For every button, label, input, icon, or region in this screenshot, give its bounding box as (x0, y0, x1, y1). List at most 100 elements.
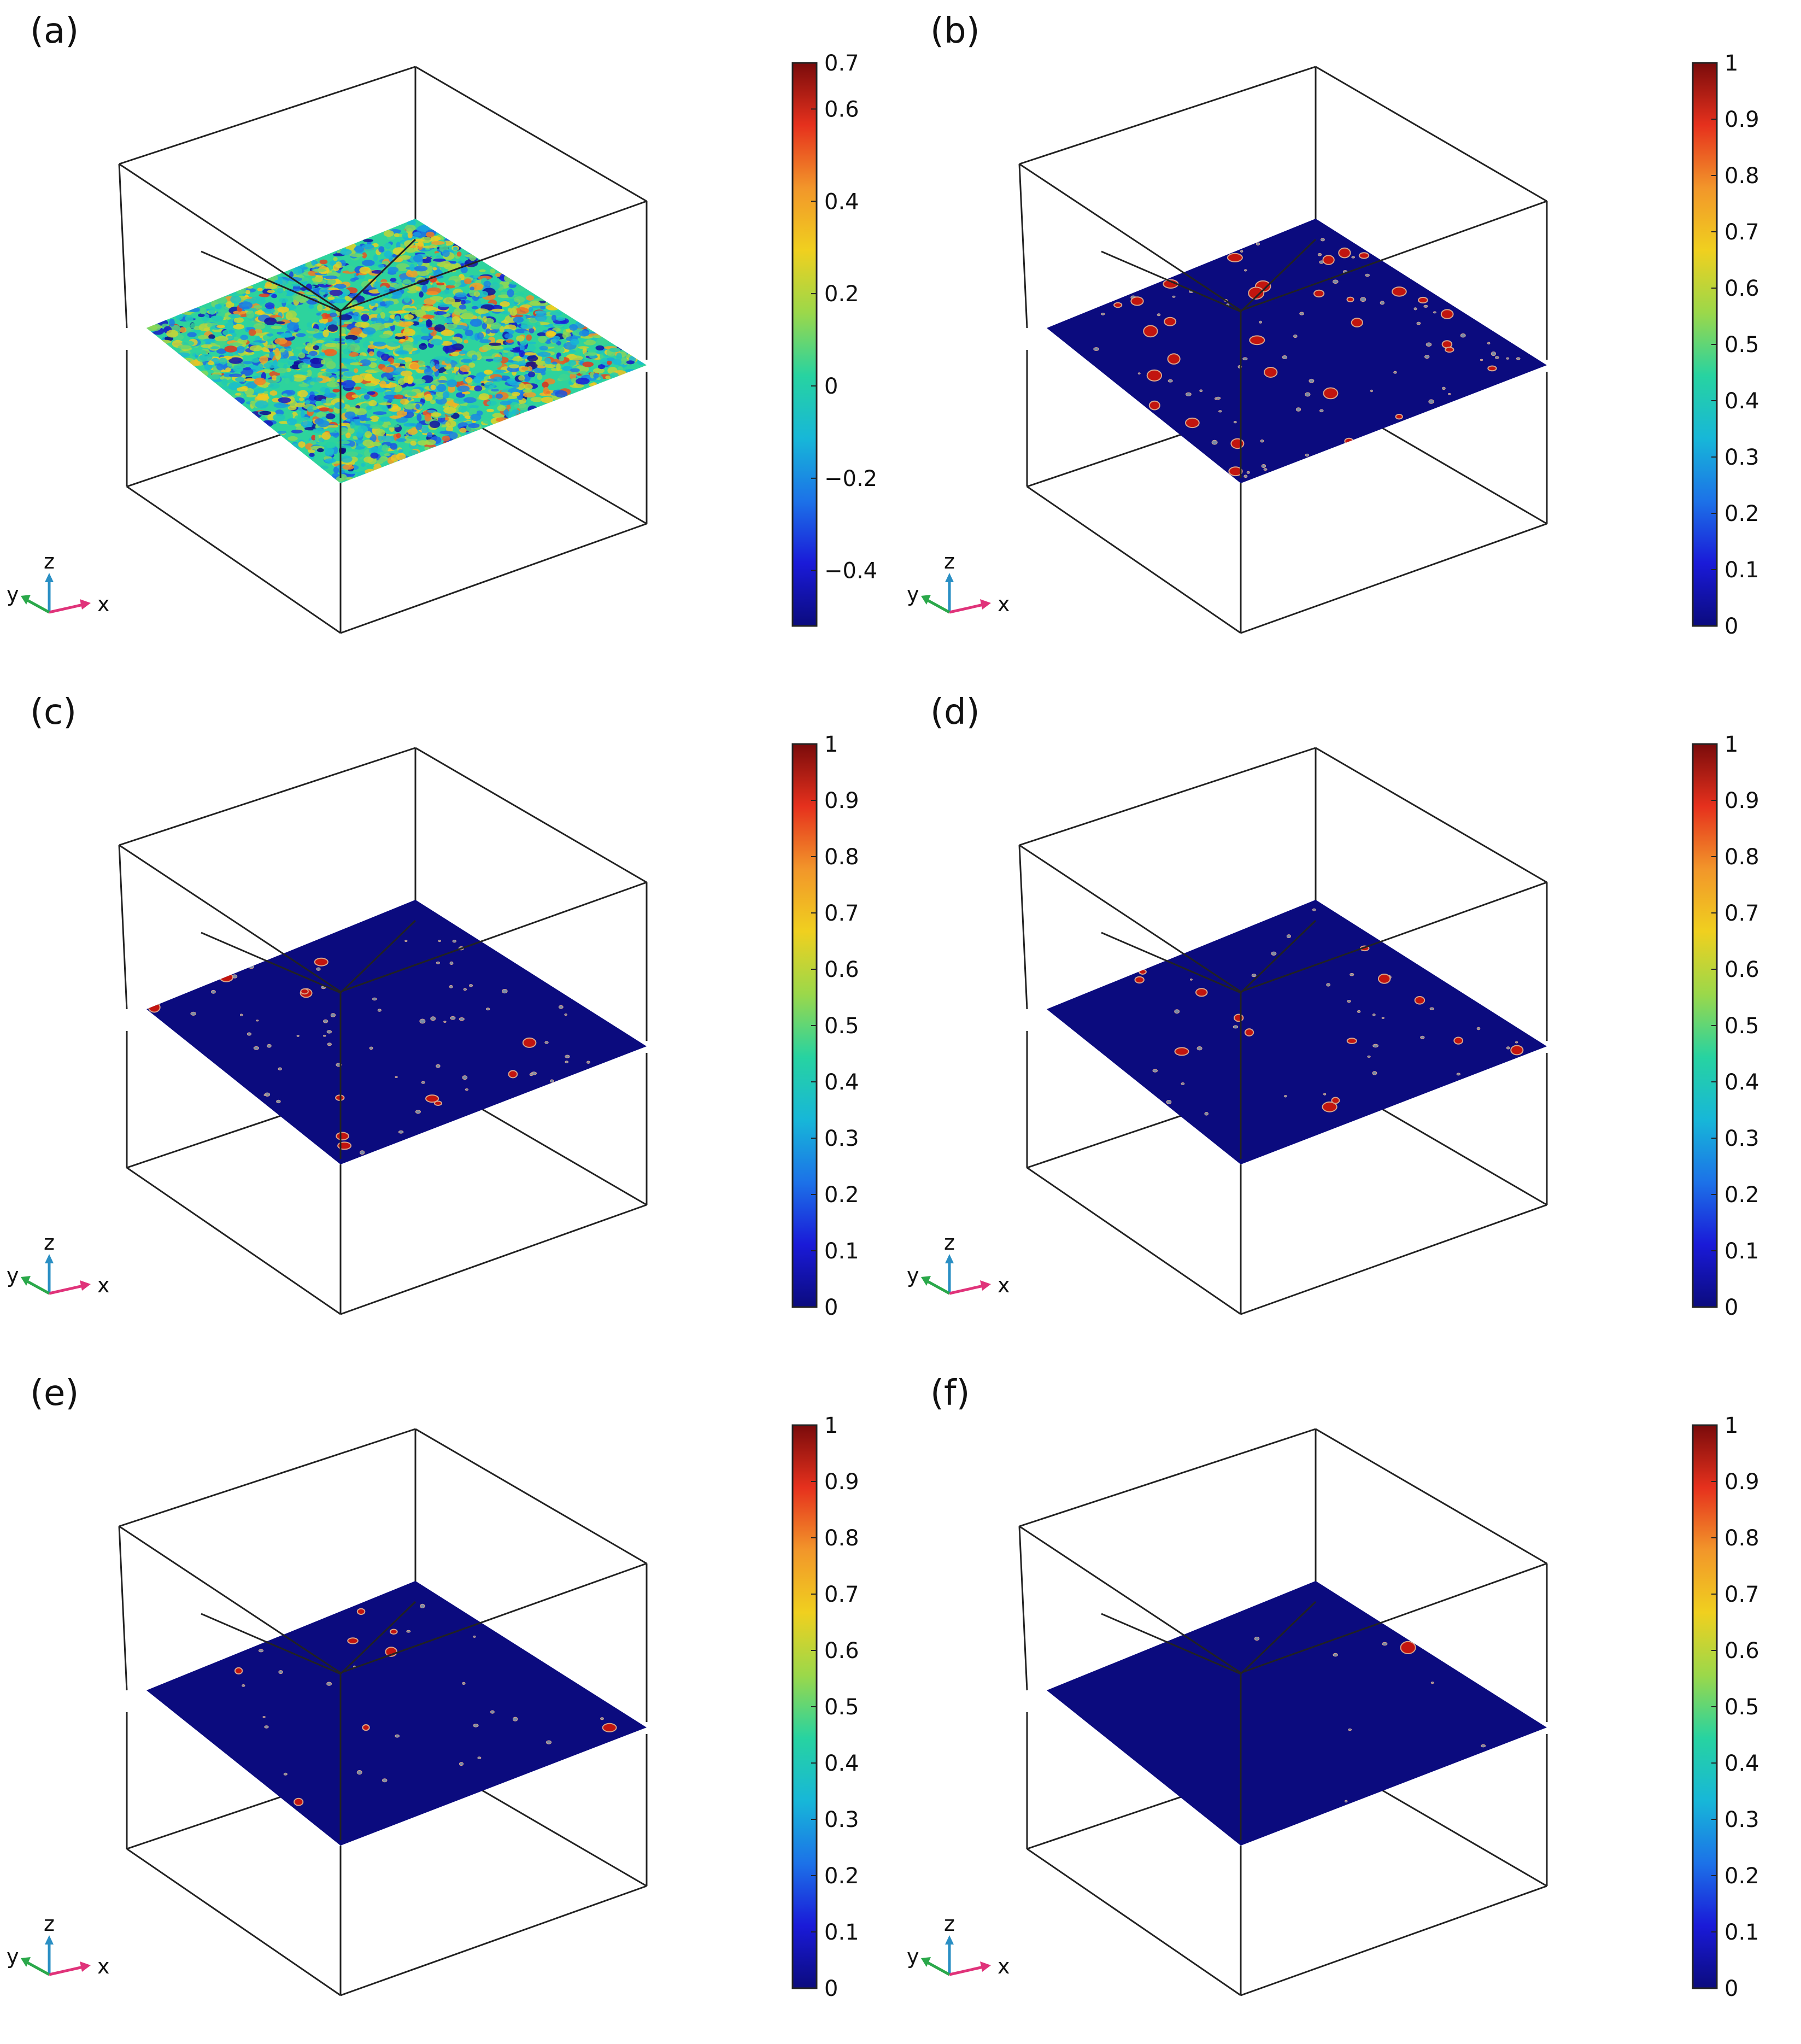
colorbar-tick-label: 0.5 (1724, 1014, 1759, 1039)
field-blob (266, 344, 277, 349)
box-edge (126, 485, 341, 634)
field-blob (349, 253, 364, 257)
field-blob (187, 307, 201, 312)
field-blob (523, 391, 536, 398)
field-blob (361, 260, 375, 266)
field-blob (365, 431, 372, 438)
field-blob (527, 371, 536, 378)
field-blob (234, 393, 242, 396)
field-blob (460, 255, 466, 262)
box-edge (1101, 1613, 1241, 1675)
field-blob (482, 316, 487, 323)
axis-label-y: y (7, 1945, 19, 1969)
particle-spot (362, 1724, 370, 1731)
axis-label-y: y (907, 582, 919, 606)
field-blob (307, 343, 312, 348)
box-edge (1018, 845, 1028, 1010)
particle-spot (1348, 1728, 1352, 1731)
field-blob (344, 411, 356, 419)
field-blob (330, 377, 336, 382)
field-blob (308, 304, 314, 309)
field-blob (491, 389, 499, 392)
field-blob (245, 290, 251, 295)
field-blob (418, 319, 423, 323)
field-blob (343, 348, 351, 355)
colorbar-tick-label: 0.3 (824, 1126, 859, 1151)
field-blob (378, 286, 390, 295)
field-blob (233, 365, 244, 373)
particle-spot (1152, 1069, 1158, 1073)
field-blob (446, 370, 453, 374)
field-blob (419, 291, 424, 298)
particle-spot (1305, 453, 1310, 457)
field-blob (545, 304, 560, 311)
panel-scene: 1 0.9 0.8 0.7 0.6 0.5 0.4 0.3 0.2 0.1 0 z x y (907, 51, 1759, 639)
particle-spot (1338, 247, 1351, 259)
particle-spot (462, 1682, 466, 1685)
field-blob (321, 399, 326, 404)
field-blob (203, 338, 216, 342)
colorbar-tick-label: 0 (824, 374, 838, 399)
field-blob (512, 358, 524, 361)
field-blob (527, 341, 536, 345)
particle-spot (1164, 317, 1177, 326)
colorbar-tick-label: 0.4 (824, 189, 859, 214)
field-blob (490, 268, 495, 274)
colorbar-tick-label: 0.1 (1724, 1239, 1759, 1264)
box-edge (1019, 1428, 1316, 1527)
field-blob (299, 397, 304, 401)
field-blob (349, 352, 359, 357)
box-edge (119, 66, 416, 165)
box-edge (118, 845, 128, 1010)
field-blob (328, 408, 334, 413)
colorbar-tick-label: 0.7 (824, 1582, 859, 1607)
colorbar-tick-label: 0.7 (1724, 1582, 1759, 1607)
field-blob (421, 426, 429, 434)
field-blob (356, 390, 371, 394)
field-blob (535, 321, 541, 327)
particle-spot (1137, 372, 1141, 374)
field-blob (379, 334, 391, 338)
particle-spot (1243, 475, 1248, 478)
panel-scene: 1 0.9 0.8 0.7 0.6 0.5 0.4 0.3 0.2 0.1 0 z x y (7, 1413, 859, 2001)
particle-spot (262, 1716, 266, 1718)
field-blob (233, 324, 244, 330)
axis-label-x: x (998, 1954, 1010, 1978)
particle-spot (1481, 1744, 1486, 1748)
colorbar-tick-label: 0.9 (1724, 788, 1759, 813)
field-blob (509, 282, 521, 285)
particle-spot (1487, 365, 1497, 372)
field-blob (264, 317, 277, 325)
field-blob (291, 317, 300, 323)
particle-spot (1351, 256, 1356, 259)
field-blob (378, 246, 385, 253)
colorbar-tick-label: 0.4 (824, 1751, 859, 1776)
particle-spot (1256, 242, 1260, 246)
particle-spot (438, 940, 442, 942)
field-blob (271, 294, 278, 298)
field-blob (469, 255, 476, 261)
particle-spot (1196, 1046, 1202, 1051)
particle-spot (1372, 1014, 1376, 1016)
particle-spot (490, 1710, 495, 1714)
particle-spot (1414, 996, 1425, 1005)
particle-spot (1230, 438, 1245, 449)
particle-spot (1320, 238, 1325, 242)
figure-panel: (b) 1 0.9 0.8 0.7 0.6 0.5 0.4 0.3 0.2 0.1 0 z x y (900, 0, 1800, 681)
field-blob (569, 349, 576, 353)
field-blob (553, 346, 565, 354)
particle-spot (1186, 392, 1192, 396)
particle-spot (1346, 296, 1354, 302)
field-blob (248, 329, 256, 336)
field-blob (289, 375, 295, 382)
particle-spot (1319, 409, 1324, 413)
field-blob (295, 371, 308, 375)
field-blob (225, 367, 231, 372)
particle-spot (1139, 969, 1147, 975)
field-blob (372, 323, 385, 331)
field-blob (277, 288, 284, 294)
field-blob (537, 374, 543, 380)
field-blob (388, 267, 399, 273)
particle-spot (1392, 286, 1407, 297)
field-blob (403, 308, 416, 311)
